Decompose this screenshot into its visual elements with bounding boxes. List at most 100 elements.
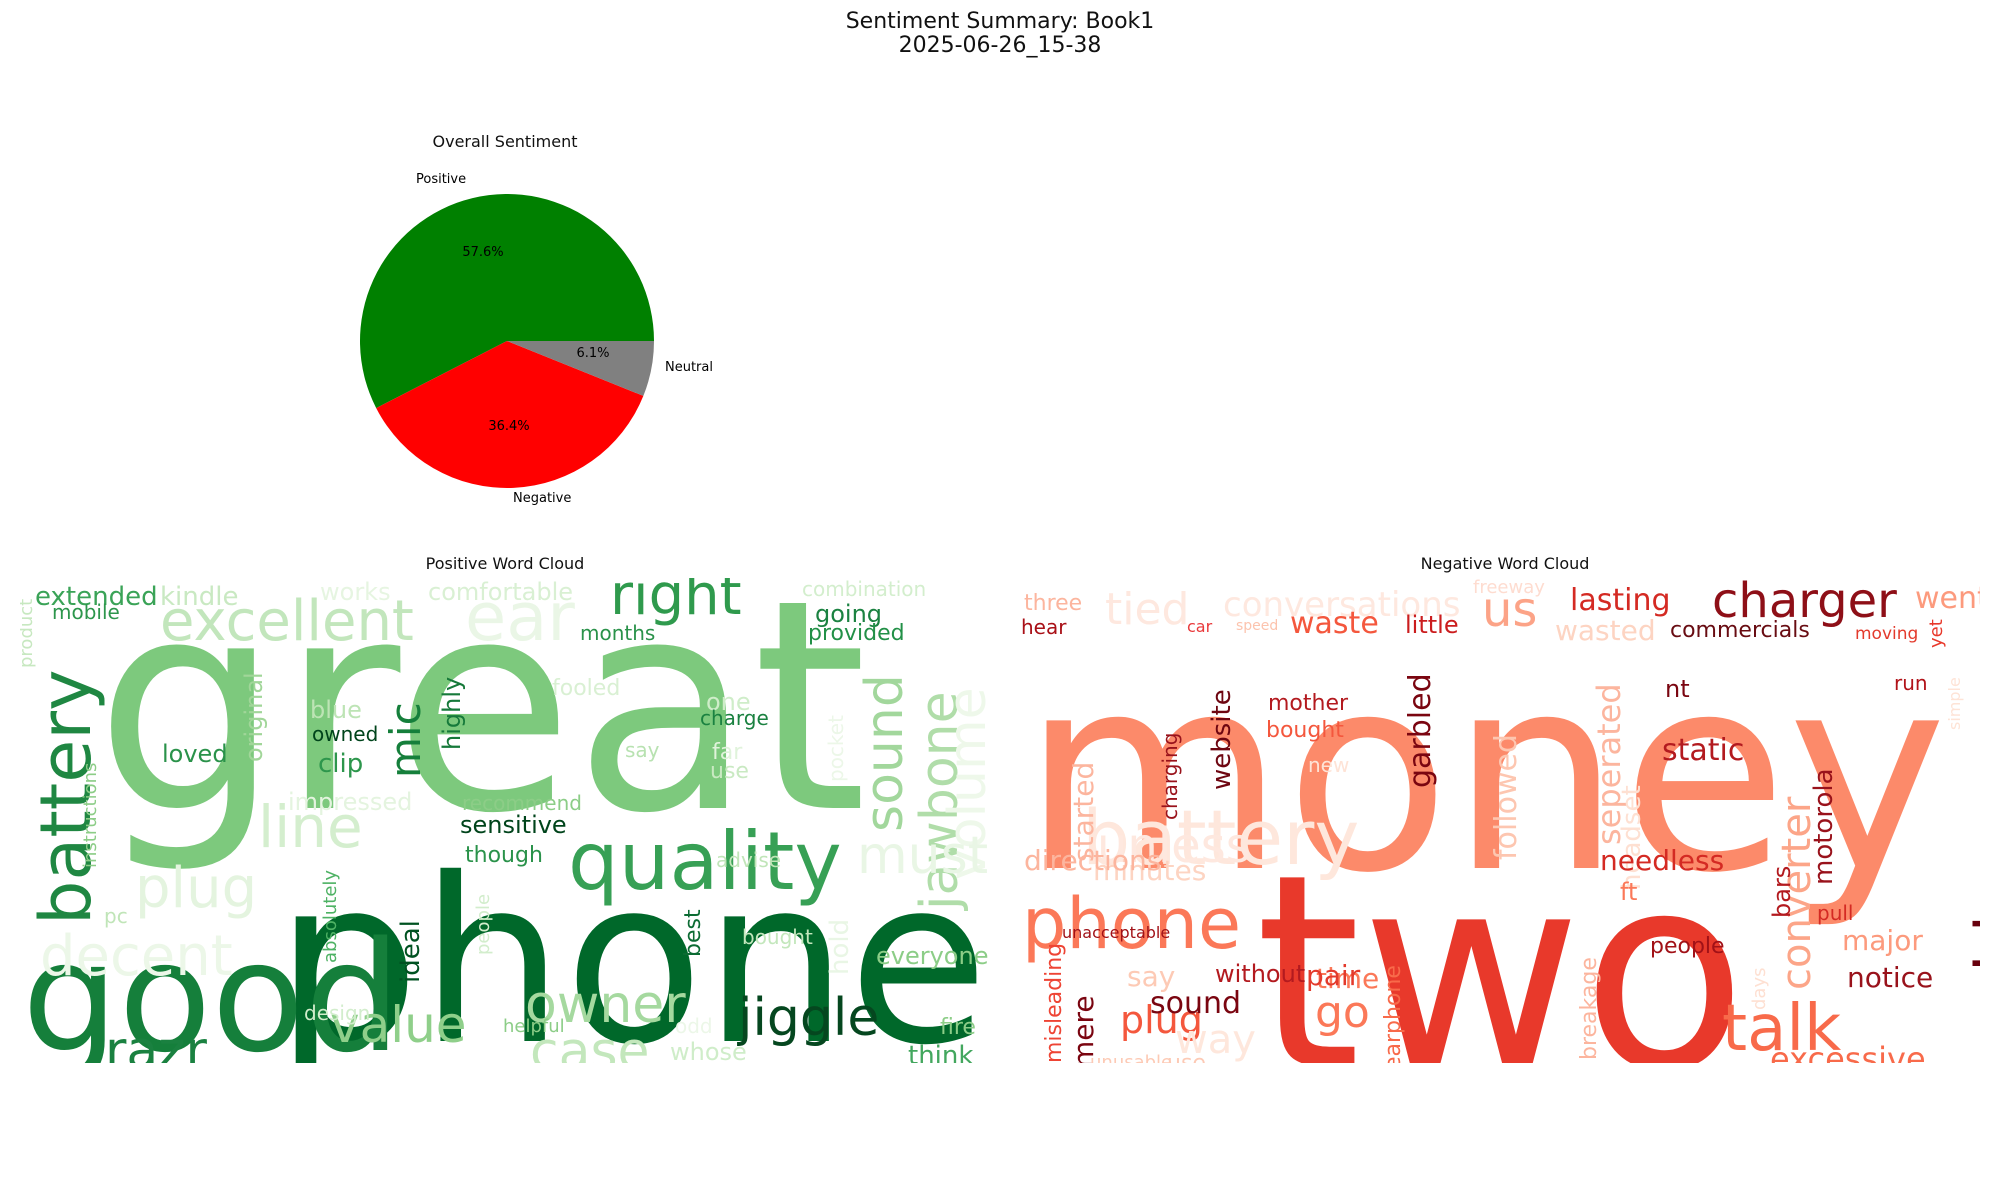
negative-cloud-word-two: two xyxy=(1255,816,1747,1063)
negative-cloud-word-unusable: unusable xyxy=(1090,1052,1172,1063)
positive-cloud-word-extended: extended xyxy=(35,582,158,612)
negative-cloud-word-problem: problem xyxy=(1962,816,1980,1063)
negative-word-cloud: money two phone battery problem talk charger ti… xyxy=(1010,578,1980,1063)
positive-cloud-word-kindle: kindle xyxy=(160,582,238,612)
negative-cloud-word-converter: converter xyxy=(1774,796,1820,990)
negative-cloud-word-garbled: garbled xyxy=(1403,673,1438,788)
negative-cloud-word-us: us xyxy=(1482,582,1537,638)
negative-cloud-word-charger: charger xyxy=(1712,578,1897,629)
positive-cloud-word-use: use xyxy=(710,759,749,784)
negative-cloud-word-unacceptable: unacceptable xyxy=(1062,923,1170,942)
positive-cloud-word-hold: hold xyxy=(825,919,855,975)
pie-slice-negative xyxy=(376,341,644,489)
negative-cloud-word-unless: unless xyxy=(1097,818,1251,874)
negative-cloud-word-misleading: misleading xyxy=(1042,943,1067,1063)
negative-cloud-word-pair: pair xyxy=(1306,959,1361,992)
positive-cloud-word-razr: razr xyxy=(105,1021,208,1063)
pie-slice-neutral xyxy=(507,341,654,396)
negative-cloud-word-plug: plug xyxy=(1120,998,1203,1042)
positive-cloud-word-months: months xyxy=(580,621,655,645)
negative-cloud-word-time: time xyxy=(1316,962,1379,995)
pie-category-label-neutral: Neutral xyxy=(665,360,713,375)
negative-cloud-word-commercials: commercials xyxy=(1670,618,1810,643)
negative-cloud-word-go: go xyxy=(1315,987,1370,1038)
positive-cloud-word-charge: charge xyxy=(700,706,769,730)
positive-cloud-word-best: best xyxy=(681,909,706,957)
negative-cloud-word-sound: sound xyxy=(1150,986,1241,1021)
positive-cloud-word-one: one xyxy=(706,688,751,716)
negative-cloud-word-new: new xyxy=(1308,753,1349,777)
figure-title-line2: 2025-06-26_15-38 xyxy=(898,33,1102,58)
positive-cloud-word-phone: phone xyxy=(275,829,989,1063)
negative-cloud-word-car: car xyxy=(1187,617,1213,636)
positive-cloud-word-product: product xyxy=(20,599,37,668)
negative-cloud-word-moving: moving xyxy=(1855,624,1918,644)
negative-cloud-word-without: without xyxy=(1215,960,1305,988)
pie-slice-positive xyxy=(359,193,654,409)
negative-cloud-word-mere: mere xyxy=(1067,995,1100,1063)
negative-cloud-word-conversations: conversations xyxy=(1223,585,1460,625)
positive-cloud-word-bought: bought xyxy=(742,925,813,949)
positive-cloud-word-absolutely: absolutely xyxy=(320,870,341,963)
negative-cloud-word-headset: headset xyxy=(1617,785,1647,890)
negative-cloud-word-directions: directions xyxy=(1024,844,1161,877)
negative-cloud-word-breakage: breakage xyxy=(1577,957,1602,1060)
figure-title-line1: Sentiment Summary: Book1 xyxy=(845,9,1155,34)
positive-cloud-word-decent: decent xyxy=(40,924,233,989)
negative-cloud-word-needless: needless xyxy=(1600,844,1724,877)
negative-cloud-word-static: static xyxy=(1662,733,1744,768)
negative-cloud-word-people: people xyxy=(1650,934,1725,959)
negative-cloud-word-speed: speed xyxy=(1236,618,1278,634)
positive-cloud-word-blue: blue xyxy=(310,696,362,724)
negative-cloud-word-ft: ft xyxy=(1620,878,1637,906)
positive-cloud-word-going: going xyxy=(815,600,882,628)
negative-cloud-word-way: way xyxy=(1175,1017,1256,1063)
positive-cloud-word-impressed: impressed xyxy=(288,788,412,816)
positive-cloud-word-sensitive: sensitive xyxy=(460,811,567,839)
negative-cloud-word-motorola: motorola xyxy=(1809,768,1839,885)
positive-cloud-word-pc: pc xyxy=(104,904,128,928)
negative-cloud-title: Negative Word Cloud xyxy=(1420,554,1590,573)
negative-cloud-word-yet: yet xyxy=(1926,619,1947,648)
negative-cloud-word-money: money xyxy=(1022,617,1947,932)
negative-cloud-word-lasting: lasting xyxy=(1570,583,1671,618)
negative-cloud-word-major: major xyxy=(1842,924,1923,957)
positive-cloud-word-think: think xyxy=(908,1041,973,1063)
positive-cloud-word-owner: owner xyxy=(525,975,686,1035)
negative-cloud-word-little: little xyxy=(1405,611,1459,639)
positive-cloud-word-ideal: ideal xyxy=(396,920,426,983)
negative-cloud-word-talk: talk xyxy=(1722,992,1841,1063)
positive-cloud-word-people: people xyxy=(473,894,494,955)
positive-cloud-word-though: though xyxy=(465,843,543,868)
positive-cloud-title: Positive Word Cloud xyxy=(425,554,585,573)
positive-cloud-word-whose: whose xyxy=(670,1038,747,1063)
positive-cloud-word-case: case xyxy=(530,1022,650,1063)
positive-cloud-word-recommend: recommend xyxy=(462,791,582,815)
positive-cloud-word-far: far xyxy=(712,740,743,765)
negative-cloud-word-notice: notice xyxy=(1847,961,1933,994)
positive-cloud-word-instructions: instructions xyxy=(80,763,101,868)
negative-cloud-word-waste: waste xyxy=(1290,606,1379,641)
positive-cloud-word-clip: clip xyxy=(318,749,363,779)
positive-cloud-word-quality: quality xyxy=(568,815,842,908)
positive-cloud-word-owned: owned xyxy=(312,722,378,746)
negative-cloud-word-followed: followed xyxy=(1489,734,1524,860)
negative-cloud-word-mother: mother xyxy=(1268,691,1349,716)
negative-cloud-word-freeway: freeway xyxy=(1473,578,1545,598)
positive-cloud-word-volume: volume xyxy=(938,687,990,880)
pie-percent-label-neutral: 6.1% xyxy=(576,346,609,361)
negative-cloud-word-started: started xyxy=(1067,762,1100,862)
positive-cloud-word-highly: highly xyxy=(438,677,466,750)
positive-cloud-word-ear: ear xyxy=(465,578,575,656)
positive-cloud-word-helpful: helpful xyxy=(503,1016,565,1037)
negative-cloud-word-three: three xyxy=(1024,591,1082,616)
positive-cloud-word-everyone: everyone xyxy=(876,942,988,970)
pie-percent-label-positive: 57.6% xyxy=(462,245,503,260)
positive-cloud-word-original: original xyxy=(240,672,268,762)
positive-cloud-word-line: line xyxy=(258,793,363,861)
negative-cloud-word-phone: phone xyxy=(1022,883,1241,965)
positive-cloud-word-excellent: excellent xyxy=(160,589,414,654)
